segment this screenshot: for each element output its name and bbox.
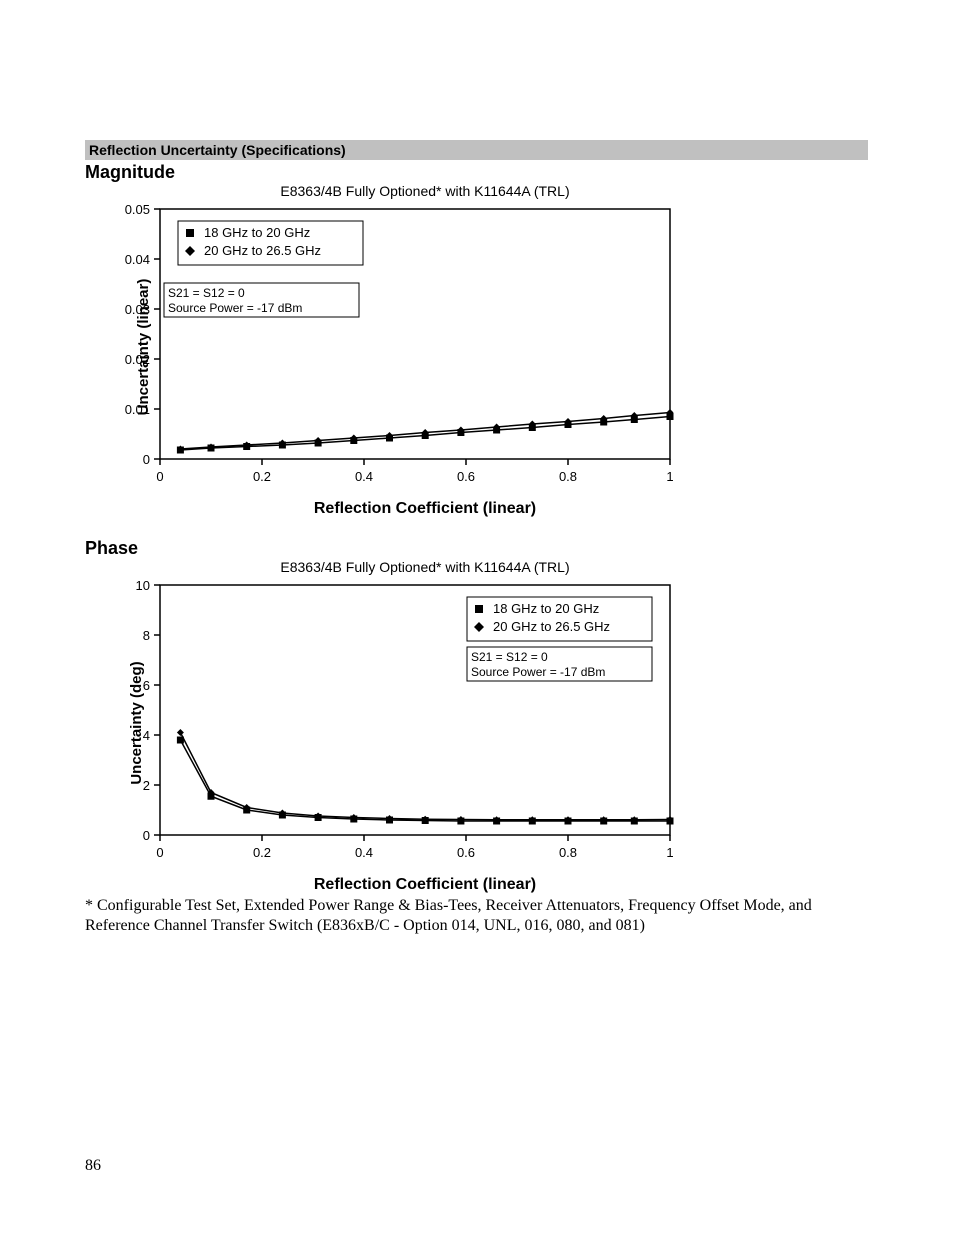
svg-text:20 GHz to 26.5 GHz: 20 GHz to 26.5 GHz: [493, 619, 610, 634]
svg-text:0.4: 0.4: [355, 845, 373, 860]
svg-text:S21 = S12 = 0: S21 = S12 = 0: [168, 286, 245, 300]
chart1-title: Magnitude: [85, 162, 869, 183]
svg-text:18 GHz to 20 GHz: 18 GHz to 20 GHz: [204, 225, 310, 240]
chart1-supertitle: E8363/4B Fully Optioned* with K11644A (T…: [165, 183, 685, 199]
chart1-svg: 00.20.40.60.8100.010.020.030.040.0518 GH…: [85, 199, 685, 489]
svg-text:0.6: 0.6: [457, 845, 475, 860]
svg-text:20 GHz to 26.5 GHz: 20 GHz to 26.5 GHz: [204, 243, 321, 258]
svg-text:0: 0: [156, 845, 163, 860]
svg-text:8: 8: [143, 628, 150, 643]
chart2-container: Uncertainty (deg) 00.20.40.60.8102468101…: [85, 575, 685, 870]
svg-text:18 GHz to 20 GHz: 18 GHz to 20 GHz: [493, 601, 599, 616]
chart2-ylabel: Uncertainty (deg): [128, 661, 145, 784]
svg-text:0.2: 0.2: [253, 469, 271, 484]
svg-text:0.2: 0.2: [253, 845, 271, 860]
footnote-text: * Configurable Test Set, Extended Power …: [85, 896, 865, 936]
chart1-ylabel: Uncertainty (linear): [135, 278, 152, 415]
svg-text:Source Power = -17 dBm: Source Power = -17 dBm: [471, 665, 605, 679]
svg-text:Source Power = -17 dBm: Source Power = -17 dBm: [168, 301, 302, 315]
svg-text:0.04: 0.04: [125, 252, 150, 267]
svg-text:10: 10: [136, 578, 150, 593]
svg-text:0: 0: [143, 452, 150, 467]
page-number: 86: [85, 1157, 101, 1175]
svg-text:0.6: 0.6: [457, 469, 475, 484]
chart2-supertitle: E8363/4B Fully Optioned* with K11644A (T…: [165, 559, 685, 575]
chart2-svg: 00.20.40.60.81024681018 GHz to 20 GHz20 …: [85, 575, 685, 865]
svg-text:0: 0: [156, 469, 163, 484]
svg-text:1: 1: [666, 845, 673, 860]
svg-text:0.4: 0.4: [355, 469, 373, 484]
svg-text:0: 0: [143, 828, 150, 843]
svg-text:0.05: 0.05: [125, 202, 150, 217]
svg-text:1: 1: [666, 469, 673, 484]
section-header: Reflection Uncertainty (Specifications): [85, 140, 868, 160]
chart2-title: Phase: [85, 538, 869, 559]
svg-text:S21 = S12 = 0: S21 = S12 = 0: [471, 650, 548, 664]
svg-text:0.8: 0.8: [559, 469, 577, 484]
chart1-xlabel: Reflection Coefficient (linear): [165, 500, 685, 518]
chart2-xlabel: Reflection Coefficient (linear): [165, 876, 685, 894]
chart1-container: Uncertainty (linear) 00.20.40.60.8100.01…: [85, 199, 685, 494]
svg-text:0.8: 0.8: [559, 845, 577, 860]
